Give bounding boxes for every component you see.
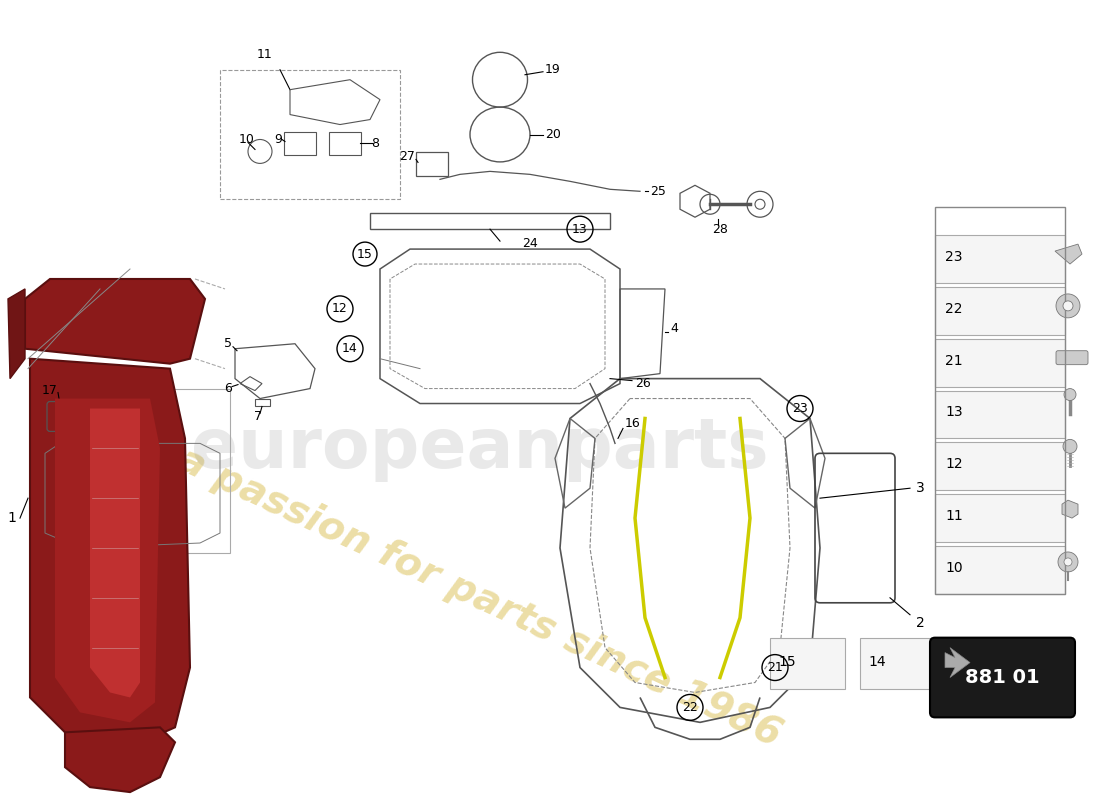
FancyBboxPatch shape xyxy=(935,390,1065,438)
Text: 7: 7 xyxy=(254,410,262,423)
Text: 11: 11 xyxy=(257,48,273,62)
Polygon shape xyxy=(8,289,25,378)
Text: 6: 6 xyxy=(224,382,232,395)
Text: 28: 28 xyxy=(712,222,728,236)
Circle shape xyxy=(1063,301,1072,311)
Text: 17: 17 xyxy=(42,384,58,397)
Text: 12: 12 xyxy=(945,458,962,471)
Text: 17: 17 xyxy=(55,404,70,417)
Polygon shape xyxy=(1055,244,1082,264)
Text: 23: 23 xyxy=(792,402,807,415)
FancyBboxPatch shape xyxy=(770,638,845,690)
Text: 13: 13 xyxy=(945,406,962,419)
Text: 3: 3 xyxy=(915,482,924,495)
Polygon shape xyxy=(55,398,160,722)
Polygon shape xyxy=(25,279,205,364)
Circle shape xyxy=(1058,552,1078,572)
Text: 23: 23 xyxy=(945,250,962,264)
Text: 18: 18 xyxy=(107,449,123,462)
Text: 13: 13 xyxy=(572,222,587,236)
FancyBboxPatch shape xyxy=(935,287,1065,334)
Text: 1: 1 xyxy=(8,511,16,525)
Text: europeanparts: europeanparts xyxy=(191,415,769,482)
Text: 15: 15 xyxy=(358,247,373,261)
Polygon shape xyxy=(90,409,140,698)
Text: 25: 25 xyxy=(650,185,666,198)
Text: 11: 11 xyxy=(945,509,962,523)
Text: 16: 16 xyxy=(625,417,640,430)
Text: 10: 10 xyxy=(945,561,962,575)
Text: 20: 20 xyxy=(544,128,561,141)
FancyBboxPatch shape xyxy=(935,338,1065,386)
Text: 14: 14 xyxy=(342,342,358,355)
FancyBboxPatch shape xyxy=(860,638,935,690)
Text: 12: 12 xyxy=(332,302,348,315)
Polygon shape xyxy=(1062,500,1078,518)
FancyBboxPatch shape xyxy=(1056,350,1088,365)
Text: 19: 19 xyxy=(544,63,561,76)
Text: a passion for parts since 1986: a passion for parts since 1986 xyxy=(173,441,788,754)
Text: 14: 14 xyxy=(868,654,886,669)
Circle shape xyxy=(1064,389,1076,401)
Text: 22: 22 xyxy=(682,701,697,714)
Text: 21: 21 xyxy=(767,661,783,674)
Text: 4: 4 xyxy=(670,322,678,335)
Text: 21: 21 xyxy=(945,354,962,368)
Text: 881 01: 881 01 xyxy=(965,668,1040,687)
FancyBboxPatch shape xyxy=(935,546,1065,594)
Text: 9: 9 xyxy=(274,133,282,146)
Polygon shape xyxy=(30,358,190,747)
Circle shape xyxy=(1056,294,1080,318)
Text: 8: 8 xyxy=(371,137,380,150)
Text: 27: 27 xyxy=(399,150,415,163)
FancyBboxPatch shape xyxy=(935,235,1065,283)
Text: 26: 26 xyxy=(635,377,651,390)
FancyBboxPatch shape xyxy=(935,442,1065,490)
Text: 2: 2 xyxy=(915,616,924,630)
Text: 10: 10 xyxy=(239,133,255,146)
FancyBboxPatch shape xyxy=(935,494,1065,542)
Polygon shape xyxy=(65,727,175,792)
Text: 15: 15 xyxy=(778,654,795,669)
Text: 5: 5 xyxy=(224,338,232,350)
FancyBboxPatch shape xyxy=(930,638,1075,718)
Circle shape xyxy=(1064,558,1072,566)
Text: 24: 24 xyxy=(522,237,538,250)
Circle shape xyxy=(1063,439,1077,454)
Polygon shape xyxy=(945,648,970,678)
Text: 22: 22 xyxy=(945,302,962,316)
